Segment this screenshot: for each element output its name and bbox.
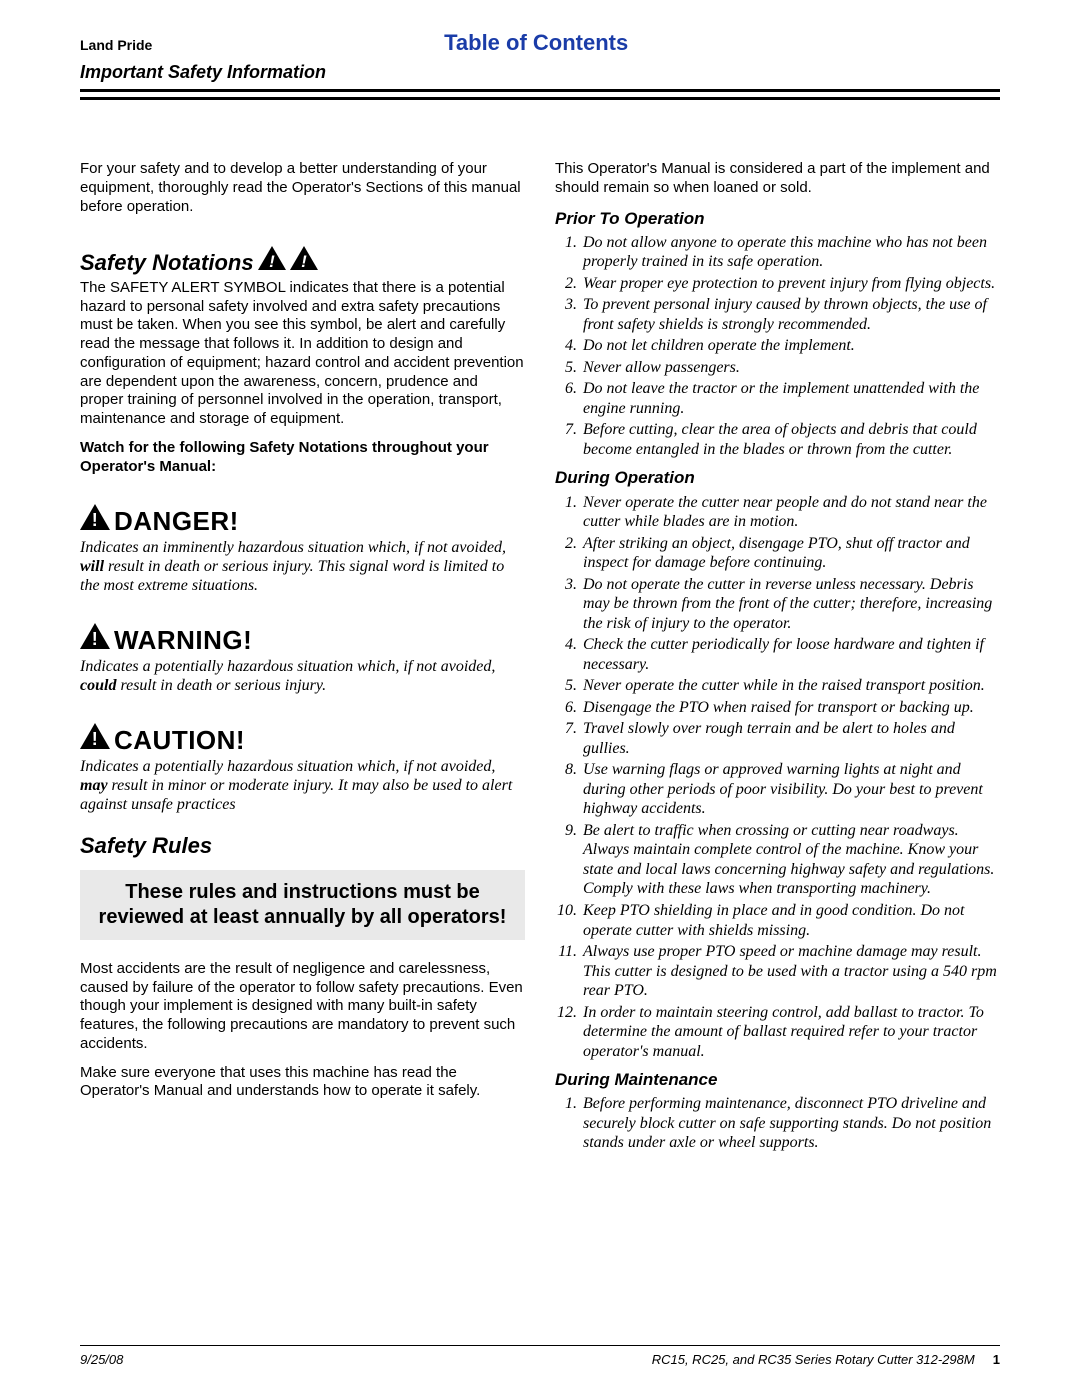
- list-item: Before cutting, clear the area of object…: [581, 420, 1000, 459]
- notation-block: ! CAUTION!Indicates a potentially hazardo…: [80, 723, 525, 814]
- safety-notations-body: The SAFETY ALERT SYMBOL indicates that t…: [80, 279, 525, 429]
- list-item: After striking an object, disengage PTO,…: [581, 534, 1000, 573]
- sections-list: Prior To Operation Do not allow anyone to…: [555, 208, 1000, 1153]
- list-item: To prevent personal injury caused by thr…: [581, 295, 1000, 334]
- notation-description: Indicates a potentially hazardous situat…: [80, 757, 525, 815]
- list-item: Do not let children operate the implemen…: [581, 336, 1000, 356]
- intro-right-paragraph: This Operator's Manual is considered a p…: [555, 160, 1000, 198]
- footer-rule: [80, 1345, 1000, 1346]
- safety-rules-p2: Make sure everyone that uses this machin…: [80, 1064, 525, 1102]
- list-item: Travel slowly over rough terrain and be …: [581, 719, 1000, 758]
- alert-triangle-icon: !: [80, 723, 110, 757]
- safety-notations-heading: Safety Notations ! !: [80, 246, 525, 277]
- svg-text:!: !: [269, 252, 275, 270]
- notation-title: WARNING!: [114, 624, 252, 657]
- list-item: Do not leave the tractor or the implemen…: [581, 379, 1000, 418]
- review-annually-box: These rules and instructions must be rev…: [80, 870, 525, 940]
- list-item: Use warning flags or approved warning li…: [581, 760, 1000, 819]
- svg-text:!: !: [92, 729, 99, 749]
- list-item: In order to maintain steering control, a…: [581, 1003, 1000, 1062]
- safety-rules-p1: Most accidents are the result of neglige…: [80, 960, 525, 1054]
- page: Land Pride Table of Contents Important S…: [0, 0, 1080, 1185]
- section-heading: Prior To Operation: [555, 208, 1000, 229]
- intro-paragraph: For your safety and to develop a better …: [80, 160, 525, 216]
- list-item: Do not operate the cutter in reverse unl…: [581, 575, 1000, 634]
- header-double-rule: [80, 89, 1000, 100]
- footer-page-number: 1: [993, 1352, 1000, 1367]
- list-item: Never operate the cutter near people and…: [581, 493, 1000, 532]
- section-heading: During Operation: [555, 467, 1000, 488]
- watch-notations-label: Watch for the following Safety Notations…: [80, 439, 525, 477]
- notation-title: DANGER!: [114, 505, 239, 538]
- list-item: Check the cutter periodically for loose …: [581, 635, 1000, 674]
- alert-triangle-icon: !: [290, 246, 318, 277]
- notation-heading: ! DANGER!: [80, 504, 525, 538]
- toc-link[interactable]: Table of Contents: [152, 30, 920, 56]
- safety-rules-heading: Safety Rules: [80, 832, 525, 860]
- page-subtitle: Important Safety Information: [80, 62, 1000, 83]
- brand-label: Land Pride: [80, 37, 152, 53]
- notation-block: ! DANGER!Indicates an imminently hazardou…: [80, 504, 525, 595]
- notation-description: Indicates an imminently hazardous situat…: [80, 538, 525, 596]
- svg-text:!: !: [301, 252, 307, 270]
- alert-triangle-icon: !: [80, 504, 110, 538]
- page-footer: 9/25/08 RC15, RC25, and RC35 Series Rota…: [80, 1345, 1000, 1367]
- list-item: Before performing maintenance, disconnec…: [581, 1094, 1000, 1153]
- footer-date: 9/25/08: [80, 1352, 123, 1367]
- section-list: Never operate the cutter near people and…: [555, 493, 1000, 1061]
- safety-notations-heading-text: Safety Notations: [80, 249, 254, 277]
- notation-title: CAUTION!: [114, 724, 245, 757]
- right-column: This Operator's Manual is considered a p…: [555, 160, 1000, 1155]
- list-item: Never operate the cutter while in the ra…: [581, 676, 1000, 696]
- notations-list: ! DANGER!Indicates an imminently hazardou…: [80, 504, 525, 814]
- list-item: Wear proper eye protection to prevent in…: [581, 274, 1000, 294]
- list-item: Never allow passengers.: [581, 358, 1000, 378]
- list-item: Be alert to traffic when crossing or cut…: [581, 821, 1000, 899]
- notation-heading: ! WARNING!: [80, 623, 525, 657]
- alert-triangle-icon: !: [258, 246, 286, 277]
- section-list: Before performing maintenance, disconnec…: [555, 1094, 1000, 1153]
- list-item: Keep PTO shielding in place and in good …: [581, 901, 1000, 940]
- notation-heading: ! CAUTION!: [80, 723, 525, 757]
- section-heading: During Maintenance: [555, 1069, 1000, 1090]
- footer-row: 9/25/08 RC15, RC25, and RC35 Series Rota…: [80, 1352, 1000, 1367]
- list-item: Do not allow anyone to operate this mach…: [581, 233, 1000, 272]
- notation-description: Indicates a potentially hazardous situat…: [80, 657, 525, 695]
- list-item: Always use proper PTO speed or machine d…: [581, 942, 1000, 1001]
- alert-triangle-icon: !: [80, 623, 110, 657]
- footer-doc-id: RC15, RC25, and RC35 Series Rotary Cutte…: [652, 1352, 975, 1367]
- footer-right: RC15, RC25, and RC35 Series Rotary Cutte…: [652, 1352, 1000, 1367]
- svg-text:!: !: [92, 510, 99, 530]
- list-item: Disengage the PTO when raised for transp…: [581, 698, 1000, 718]
- svg-text:!: !: [92, 629, 99, 649]
- header-row: Land Pride Table of Contents: [80, 30, 1000, 56]
- section-list: Do not allow anyone to operate this mach…: [555, 233, 1000, 460]
- content-columns: For your safety and to develop a better …: [80, 160, 1000, 1155]
- left-column: For your safety and to develop a better …: [80, 160, 525, 1155]
- notation-block: ! WARNING!Indicates a potentially hazardo…: [80, 623, 525, 695]
